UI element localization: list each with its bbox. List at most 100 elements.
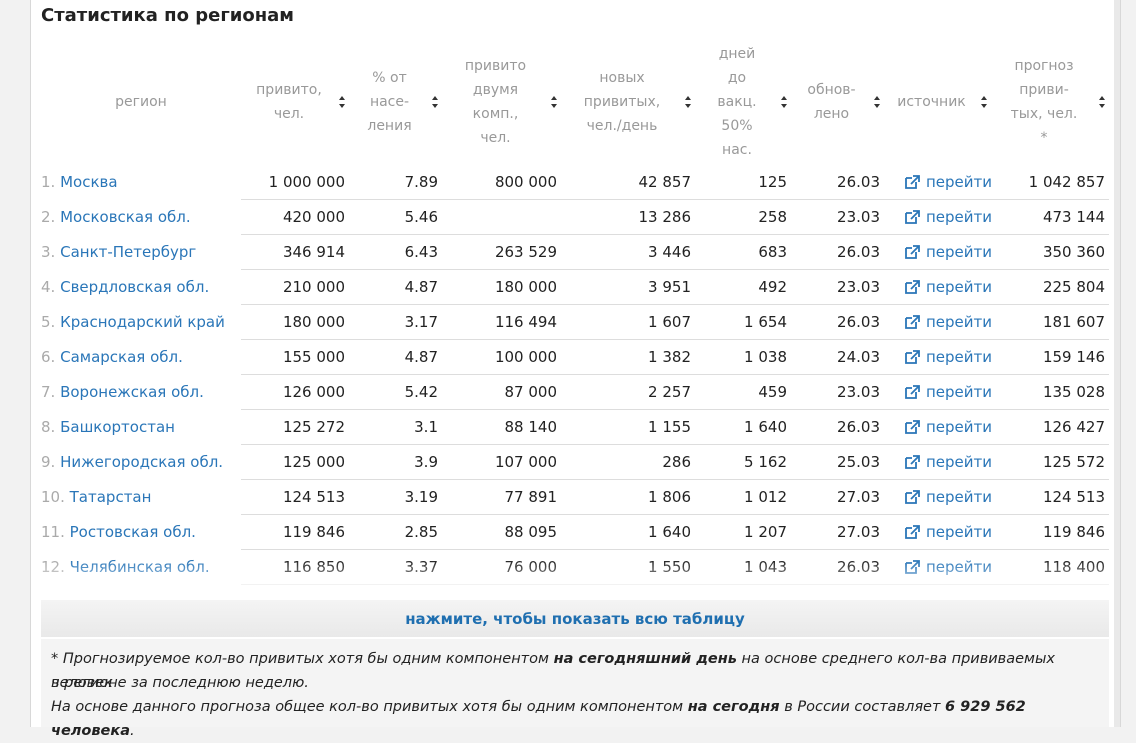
region-link[interactable]: Самарская обл. [60,348,183,366]
row-divider [241,549,1109,550]
header-two-components[interactable]: привито двумя комп., чел. [442,38,561,165]
external-link-icon [905,280,920,294]
row-index: 1. [41,173,56,191]
source-link-label: перейти [926,173,993,191]
sort-arrows-icon[interactable] [432,95,439,108]
header-forecast[interactable]: прогноз приви- тых, чел. * [991,38,1109,165]
updated-cell: 27.03 [837,523,880,541]
header-label: источник [897,93,966,110]
show-all-button[interactable]: нажмите, чтобы показать всю таблицу [41,600,1109,637]
row-divider [241,339,1109,340]
source-link-label: перейти [926,383,993,401]
sort-arrows-icon[interactable] [981,95,988,108]
days-to-50-cell: 125 [758,173,787,191]
region-link[interactable]: Москва [60,173,118,191]
vaccinated-cell: 346 914 [282,243,345,261]
source-link[interactable]: перейти [904,445,992,479]
two-components-cell: 800 000 [494,173,557,191]
days-to-50-cell: 1 207 [744,523,787,541]
vaccinated-cell: 124 513 [282,488,345,506]
region-link[interactable]: Ростовская обл. [69,523,196,541]
updated-cell: 26.03 [837,243,880,261]
vaccinated-cell: 125 000 [282,453,345,471]
source-link-label: перейти [926,348,993,366]
region-cell: 5. Краснодарский край [41,305,225,339]
new-per-day-cell: 3 951 [648,278,691,296]
source-link[interactable]: перейти [904,270,992,304]
row-index: 7. [41,383,56,401]
new-per-day-cell: 13 286 [638,208,692,226]
region-link[interactable]: Свердловская обл. [60,278,210,296]
source-link[interactable]: перейти [904,515,992,549]
two-components-cell: 77 891 [504,488,558,506]
updated-cell: 24.03 [837,348,880,366]
region-link[interactable]: Татарстан [69,488,152,506]
days-to-50-cell: 683 [758,243,787,261]
row-divider [241,479,1109,480]
row-divider [241,374,1109,375]
percent-cell: 3.17 [404,313,438,331]
sort-arrows-icon[interactable] [781,95,788,108]
header-label: регион [115,93,167,110]
scrollbar-track[interactable] [1114,0,1120,727]
external-link-icon [905,420,920,434]
region-link[interactable]: Воронежская обл. [60,383,204,401]
source-link[interactable]: перейти [904,480,992,514]
region-link[interactable]: Санкт-Петербург [60,243,197,261]
row-divider [241,199,1109,200]
header-percent[interactable]: % от насе- ления [349,38,442,165]
header-new-per-day[interactable]: новых привитых, чел./день [561,38,695,165]
header-vaccinated[interactable]: привито, чел. [241,38,349,165]
vaccinated-cell: 1 000 000 [268,173,345,191]
source-link-label: перейти [926,453,993,471]
sort-arrows-icon[interactable] [1099,95,1106,108]
table-row: 3. Санкт-Петербург 346 914 6.43 263 529 3 44… [41,235,1109,270]
row-divider [241,304,1109,305]
table-row: 7. Воронежская обл. 126 000 5.42 87 000 2 25… [41,375,1109,410]
header-region[interactable]: регион [41,38,241,165]
forecast-cell: 225 804 [1042,278,1105,296]
source-link[interactable]: перейти [904,235,992,269]
external-link-icon [905,245,920,259]
source-link[interactable]: перейти [904,200,992,234]
source-link-label: перейти [926,418,993,436]
source-link[interactable]: перейти [904,340,992,374]
updated-cell: 23.03 [837,208,880,226]
updated-cell: 27.03 [837,488,880,506]
table-row: 4. Свердловская обл. 210 000 4.87 180 000 3 … [41,270,1109,305]
region-link[interactable]: Московская обл. [60,208,191,226]
region-link[interactable]: Нижегородская обл. [60,453,224,471]
region-link[interactable]: Краснодарский край [60,313,225,331]
table-row: 8. Башкортостан 125 272 3.1 88 140 1 155 1 64… [41,410,1109,445]
days-to-50-cell: 1 012 [744,488,787,506]
new-per-day-cell: 42 857 [638,173,692,191]
source-link[interactable]: перейти [904,375,992,409]
external-link-icon [905,525,920,539]
row-divider [241,514,1109,515]
header-updated[interactable]: обнов- лено [791,38,884,165]
source-link[interactable]: перейти [904,165,992,199]
external-link-icon [905,385,920,399]
footnote: * Прогнозируемое кол-во привитых хотя бы… [41,639,1109,739]
days-to-50-cell: 1 640 [744,418,787,436]
header-source[interactable]: источник [884,38,991,165]
table-row: 9. Нижегородская обл. 125 000 3.9 107 000 28… [41,445,1109,480]
updated-cell: 25.03 [837,453,880,471]
new-per-day-cell: 286 [662,453,691,471]
sort-arrows-icon[interactable] [551,95,558,108]
footnote-line-1: * Прогнозируемое кол-во привитых хотя бы… [51,651,1055,691]
days-to-50-cell: 1 654 [744,313,787,331]
footnote-line-3: На основе данного прогноза общее кол-во … [51,699,1026,739]
sort-arrows-icon[interactable] [339,95,346,108]
source-link[interactable]: перейти [904,410,992,444]
source-link[interactable]: перейти [904,305,992,339]
region-link[interactable]: Башкортостан [60,418,175,436]
page-content: Статистика по регионам регион привито, че… [30,0,1121,739]
row-index: 10. [41,488,65,506]
table-header: регион привито, чел. % от насе- ления приви… [41,38,1109,165]
row-divider [241,234,1109,235]
header-days-to-50[interactable]: дней до вакц. 50% нас. [695,38,791,165]
sort-arrows-icon[interactable] [685,95,692,108]
new-per-day-cell: 1 155 [648,418,691,436]
sort-arrows-icon[interactable] [874,95,881,108]
